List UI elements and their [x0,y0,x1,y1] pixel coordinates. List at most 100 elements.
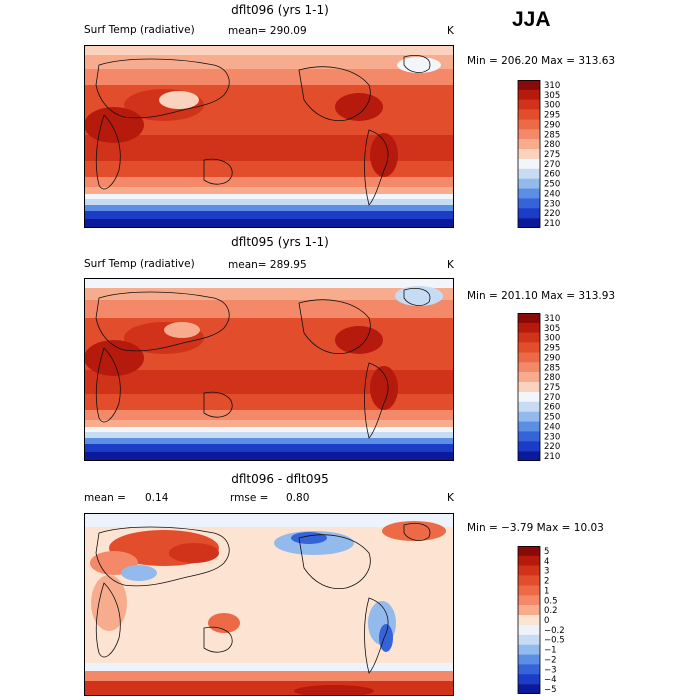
colorbar-swatch [518,555,540,566]
colorbar-swatch [518,218,540,228]
map-2-field [84,278,454,461]
colorbar-swatch [518,158,540,169]
colorbar-tick-label: 0 [544,616,549,626]
colorbar-tick-label: 300 [544,334,560,344]
season-label: JJA [512,8,551,31]
panel-1-minmax-label: Min = 206.20 Max = 313.63 [467,55,616,67]
panel-3-minmax-label: Min = −3.79 Max = 10.03 [467,522,604,534]
colorbar-tick-label: 275 [544,150,560,160]
colorbar-tick-label: 285 [544,130,560,140]
colorbar-tick-label: 260 [544,403,560,413]
colorbar-tick-label: 240 [544,422,560,432]
colorbar-frame [517,546,541,694]
panel-1-field-label: Surf Temp (radiative) [84,24,195,36]
colorbar-swatch [518,168,540,179]
colorbar-tick-label: 300 [544,101,560,111]
colorbar-swatch [518,313,540,324]
colorbar-swatch [518,89,540,100]
colorbar-swatch [518,595,540,606]
colorbar-swatch [518,99,540,110]
colorbar-swatch [518,664,540,675]
colorbar-tick-label: −2 [544,655,557,665]
colorbar-tick-label: 210 [544,452,560,461]
panel-1-units-label: K [447,25,454,37]
colorbar-tick-label: 285 [544,363,560,373]
colorbar-swatch [518,644,540,655]
colorbar-frame [517,313,541,461]
colorbar-tick-label: 210 [544,219,560,228]
map-2-coastlines [95,288,431,439]
colorbar-tick-label: 270 [544,393,560,403]
colorbar-tick-label: 230 [544,432,560,442]
map-3 [84,513,454,696]
colorbar-swatch [518,605,540,616]
colorbar-tick-label: −4 [544,675,557,685]
colorbar-swatch [518,421,540,432]
colorbar-tick-label: 275 [544,383,560,393]
colorbar-swatch [518,188,540,199]
colorbar-tick-label: 220 [544,209,560,219]
colorbar-tick-label: −0.2 [544,626,565,636]
colorbar-tick-label: 240 [544,189,560,199]
colorbar-swatch [518,684,540,694]
colorbar-swatch [518,109,540,120]
map-3-field [84,513,454,696]
colorbar-swatch [518,401,540,412]
colorbar-swatch [518,198,540,209]
map-2 [84,278,454,461]
colorbar-swatch [518,546,540,557]
colorbar-tick-label: 0.5 [544,596,558,606]
colorbar-tick-label: 2 [544,577,549,587]
colorbar-tick-label: −3 [544,665,557,675]
panel-1-mean-label: mean= 290.09 [228,25,307,37]
panel-2-minmax-label: Min = 201.10 Max = 313.93 [467,290,616,302]
panel-2-mean-label: mean= 289.95 [228,259,307,271]
colorbar-swatch [518,634,540,645]
map-3-coastlines [95,523,431,674]
map-1-frame [84,45,454,228]
colorbar-swatch [518,615,540,626]
colorbar-tick-label: −5 [544,685,557,694]
colorbar-swatch [518,372,540,383]
colorbar-tick-label: 290 [544,120,560,130]
colorbar-tick-label: 250 [544,180,560,190]
colorbar-swatch [518,80,540,91]
colorbar-tick-label: 295 [544,111,560,121]
colorbar-swatch [518,149,540,160]
colorbar-tick-label: 5 [544,547,549,557]
colorbar-tick-label: 270 [544,160,560,170]
colorbar-tick-label: 310 [544,81,560,91]
colorbar-tick-label: 3 [544,567,549,577]
colorbar-tick-label: 220 [544,442,560,452]
colorbar-tick-label: 290 [544,353,560,363]
map-1 [84,45,454,228]
map-2-frame [84,278,454,461]
colorbar-tick-label: 280 [544,140,560,150]
colorbar-tick-label: 230 [544,199,560,209]
colorbar-swatch [518,624,540,635]
colorbar-swatch [518,178,540,189]
colorbar-swatch [518,451,540,461]
colorbar-tick-label: 295 [544,344,560,354]
colorbar-tick-label: 260 [544,170,560,180]
colorbar-swatch [518,441,540,452]
panel-2-units-label: K [447,259,454,271]
colorbar-1: 3103053002952902852802752702602502402302… [517,80,560,228]
map-1-field [84,45,454,228]
colorbar-swatch [518,411,540,422]
colorbar-swatch [518,674,540,685]
colorbar-swatch [518,208,540,219]
colorbar-swatch [518,119,540,130]
colorbar-tick-label: 305 [544,91,560,101]
colorbar-swatch [518,139,540,150]
map-3-frame [84,513,454,696]
colorbar-tick-label: 305 [544,324,560,334]
colorbar-swatch [518,342,540,353]
map-1-coastlines [95,55,431,206]
panel-3-mean-value: 0.14 [145,492,169,504]
colorbar-tick-label: 310 [544,314,560,324]
colorbar-tick-label: −0.5 [544,636,565,646]
colorbar-swatch [518,322,540,333]
colorbar-swatch [518,362,540,373]
